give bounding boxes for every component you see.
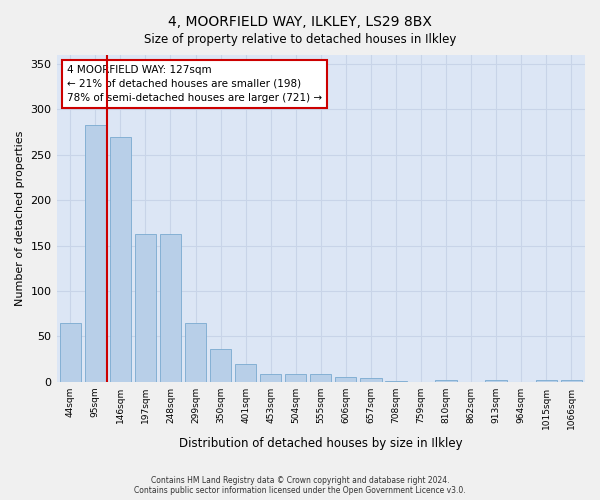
Bar (335, 377, 356, 382)
Bar (260, 374, 281, 382)
Bar (560, 380, 582, 382)
Bar (135, 234, 156, 382)
Y-axis label: Number of detached properties: Number of detached properties (15, 130, 25, 306)
Bar (360, 378, 382, 382)
X-axis label: Distribution of detached houses by size in Ilkley: Distribution of detached houses by size … (179, 437, 463, 450)
Bar (385, 381, 407, 382)
Bar (536, 380, 557, 382)
Bar (436, 380, 457, 382)
Bar (160, 234, 181, 382)
Bar (310, 374, 331, 382)
Bar (110, 136, 131, 382)
Text: Contains HM Land Registry data © Crown copyright and database right 2024.
Contai: Contains HM Land Registry data © Crown c… (134, 476, 466, 495)
Bar (285, 374, 307, 382)
Bar (185, 322, 206, 382)
Text: 4, MOORFIELD WAY, ILKLEY, LS29 8BX: 4, MOORFIELD WAY, ILKLEY, LS29 8BX (168, 15, 432, 29)
Bar (235, 364, 256, 382)
Bar (59, 322, 81, 382)
Text: 4 MOORFIELD WAY: 127sqm
← 21% of detached houses are smaller (198)
78% of semi-d: 4 MOORFIELD WAY: 127sqm ← 21% of detache… (67, 65, 322, 103)
Bar (85, 125, 106, 382)
Bar (485, 380, 507, 382)
Bar (210, 349, 231, 382)
Text: Size of property relative to detached houses in Ilkley: Size of property relative to detached ho… (144, 32, 456, 46)
